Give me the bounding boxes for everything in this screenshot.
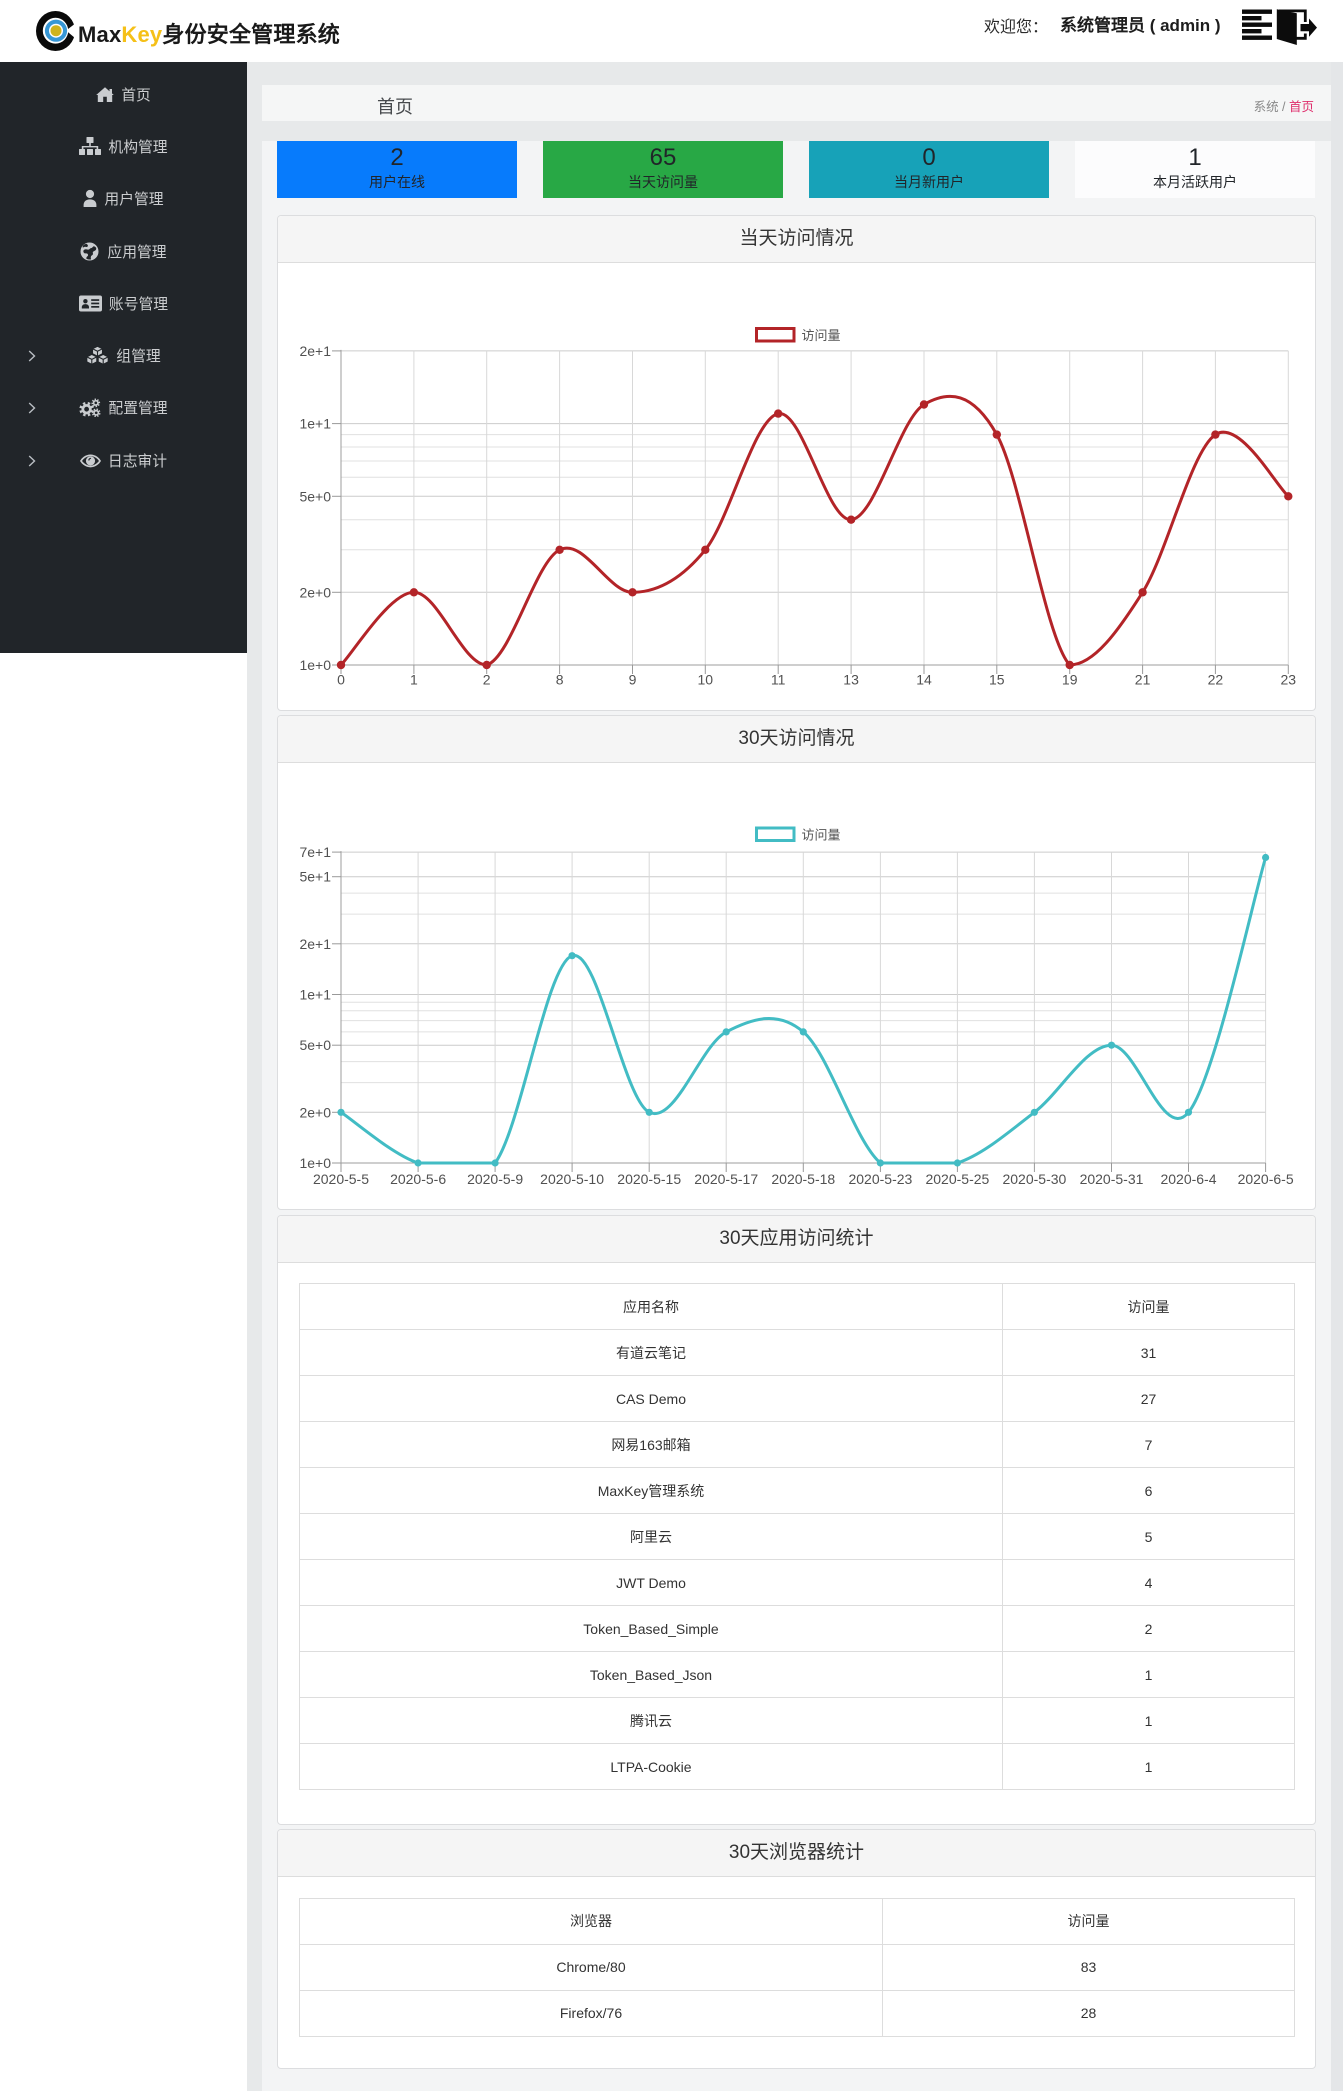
svg-text:23: 23 xyxy=(1281,672,1297,688)
svg-text:5e+0: 5e+0 xyxy=(299,488,331,504)
svg-text:2020-5-25: 2020-5-25 xyxy=(925,1171,989,1187)
svg-text:2020-5-17: 2020-5-17 xyxy=(694,1171,758,1187)
svg-text:1e+1: 1e+1 xyxy=(299,987,331,1003)
svg-text:1e+0: 1e+0 xyxy=(299,1155,331,1171)
svg-text:2020-5-31: 2020-5-31 xyxy=(1080,1171,1144,1187)
svg-text:2020-6-5: 2020-6-5 xyxy=(1238,1171,1294,1187)
svg-text:10: 10 xyxy=(698,672,714,688)
svg-text:访问量: 访问量 xyxy=(802,828,841,843)
svg-text:2e+1: 2e+1 xyxy=(299,936,331,952)
svg-text:19: 19 xyxy=(1062,672,1078,688)
svg-text:2020-5-10: 2020-5-10 xyxy=(540,1171,604,1187)
svg-text:5e+1: 5e+1 xyxy=(299,869,331,885)
svg-text:8: 8 xyxy=(556,672,564,688)
svg-text:2e+0: 2e+0 xyxy=(299,584,331,600)
svg-text:1: 1 xyxy=(410,672,418,688)
svg-text:14: 14 xyxy=(916,672,932,688)
svg-text:2020-5-6: 2020-5-6 xyxy=(390,1171,446,1187)
svg-text:0: 0 xyxy=(337,672,345,688)
svg-text:13: 13 xyxy=(843,672,859,688)
svg-text:2020-5-18: 2020-5-18 xyxy=(771,1171,835,1187)
svg-text:2020-5-9: 2020-5-9 xyxy=(467,1171,523,1187)
svg-text:2020-5-15: 2020-5-15 xyxy=(617,1171,681,1187)
svg-text:21: 21 xyxy=(1135,672,1151,688)
svg-text:2: 2 xyxy=(483,672,491,688)
svg-text:7e+1: 7e+1 xyxy=(299,844,331,860)
svg-text:9: 9 xyxy=(629,672,637,688)
svg-text:1e+1: 1e+1 xyxy=(299,416,331,432)
svg-text:2020-5-5: 2020-5-5 xyxy=(313,1171,369,1187)
svg-text:2020-5-30: 2020-5-30 xyxy=(1002,1171,1066,1187)
svg-text:1e+0: 1e+0 xyxy=(299,657,331,673)
svg-text:2020-5-23: 2020-5-23 xyxy=(848,1171,912,1187)
svg-text:11: 11 xyxy=(771,672,786,688)
svg-text:2e+0: 2e+0 xyxy=(299,1105,331,1121)
svg-text:2020-6-4: 2020-6-4 xyxy=(1160,1171,1216,1187)
svg-text:5e+0: 5e+0 xyxy=(299,1038,331,1054)
svg-text:15: 15 xyxy=(989,672,1005,688)
svg-text:22: 22 xyxy=(1208,672,1224,688)
svg-text:2e+1: 2e+1 xyxy=(299,343,331,359)
svg-text:访问量: 访问量 xyxy=(802,328,841,343)
